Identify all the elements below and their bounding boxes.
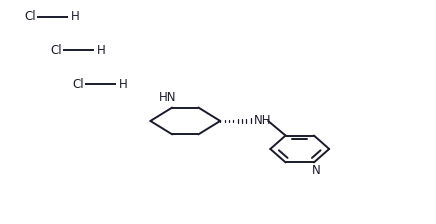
Text: Cl: Cl: [24, 10, 36, 23]
Text: N: N: [312, 164, 321, 177]
Text: H: H: [119, 78, 127, 90]
Text: H: H: [71, 10, 79, 23]
Text: Cl: Cl: [72, 78, 84, 90]
Text: HN: HN: [159, 91, 177, 104]
Text: NH: NH: [254, 114, 271, 127]
Text: Cl: Cl: [50, 44, 62, 57]
Text: H: H: [97, 44, 106, 57]
